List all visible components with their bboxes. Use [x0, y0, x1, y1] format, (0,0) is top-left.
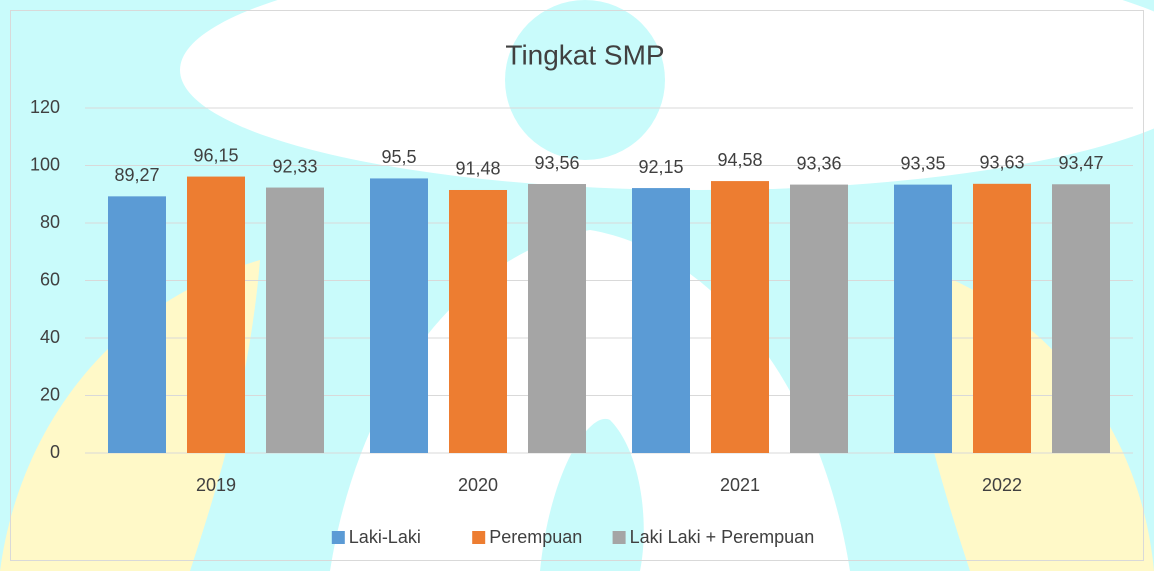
x-tick-label: 2021	[720, 475, 760, 495]
chart-title: Tingkat SMP	[505, 39, 664, 70]
chart: Tingkat SMP 0 20 40 60 80 100 120 2019 89,27 96,1…	[0, 0, 1154, 571]
data-label: 93,63	[979, 153, 1024, 173]
y-tick-label: 40	[40, 327, 60, 347]
y-tick-label: 120	[30, 97, 60, 117]
y-tick-label: 100	[30, 154, 60, 174]
data-label: 93,56	[534, 153, 579, 173]
data-label: 93,36	[796, 153, 841, 173]
bar	[632, 188, 690, 453]
x-tick-label: 2022	[982, 475, 1022, 495]
y-tick-label: 20	[40, 384, 60, 404]
bar	[187, 177, 245, 453]
bar	[449, 190, 507, 453]
legend-label: Laki-Laki	[349, 527, 421, 547]
data-label: 89,27	[114, 165, 159, 185]
data-label: 92,15	[638, 157, 683, 177]
y-tick-label: 80	[40, 212, 60, 232]
page: Tingkat SMP 0 20 40 60 80 100 120 2019 89,27 96,1…	[0, 0, 1154, 571]
legend-swatch	[472, 531, 485, 544]
data-label: 96,15	[193, 145, 238, 165]
x-tick-label: 2019	[196, 475, 236, 495]
data-label: 93,47	[1058, 153, 1103, 173]
bar	[108, 196, 166, 453]
bar	[973, 184, 1031, 453]
bar	[266, 188, 324, 453]
bar	[894, 185, 952, 453]
y-tick-label: 0	[50, 442, 60, 462]
watermark	[505, 0, 665, 160]
bar	[370, 178, 428, 453]
x-tick-label: 2020	[458, 475, 498, 495]
bar	[528, 184, 586, 453]
bar	[711, 181, 769, 453]
data-label: 94,58	[717, 150, 762, 170]
data-label: 95,5	[381, 147, 416, 167]
data-label: 92,33	[272, 156, 317, 176]
legend-label: Laki Laki + Perempuan	[630, 527, 815, 547]
legend-swatch	[613, 531, 626, 544]
legend-label: Perempuan	[489, 527, 582, 547]
data-label: 93,35	[900, 153, 945, 173]
data-label: 91,48	[455, 159, 500, 179]
bar	[790, 185, 848, 453]
bar	[1052, 184, 1110, 453]
y-tick-label: 60	[40, 269, 60, 289]
legend-swatch	[332, 531, 345, 544]
